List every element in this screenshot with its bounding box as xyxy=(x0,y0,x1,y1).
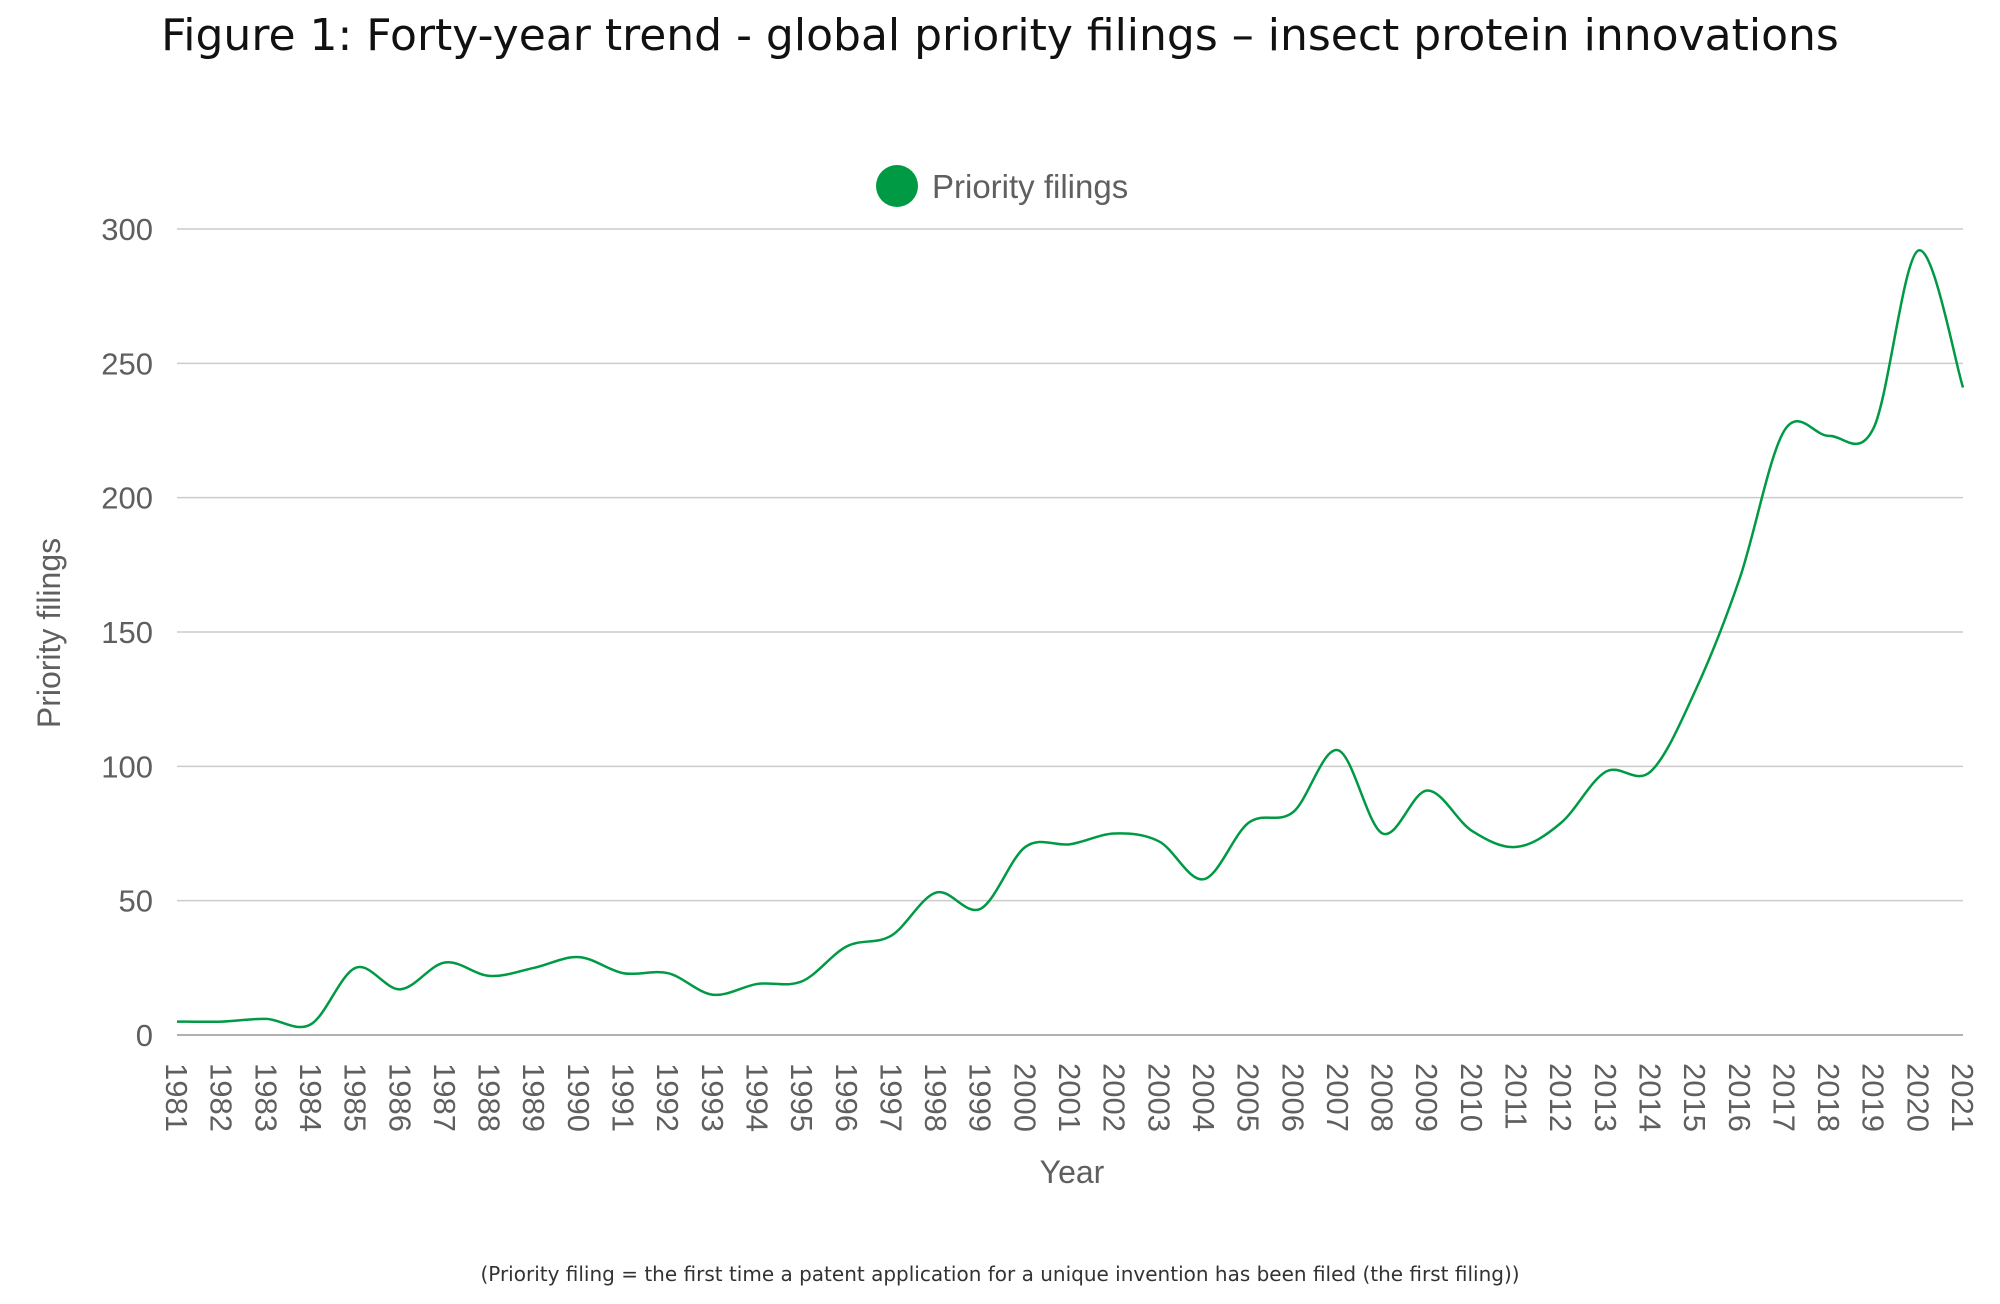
x-tick-label: 1984 xyxy=(293,1063,328,1132)
x-tick-label: 2004 xyxy=(1186,1063,1221,1132)
x-tick-label: 1990 xyxy=(561,1063,596,1132)
x-tick-label: 2020 xyxy=(1900,1063,1935,1132)
footnote: (Priority filing = the first time a pate… xyxy=(480,1262,1520,1286)
x-tick-label: 2000 xyxy=(1007,1063,1042,1132)
y-axis-title: Priority filings xyxy=(31,538,67,728)
x-tick-label: 1991 xyxy=(606,1063,641,1132)
x-tick-label: 1982 xyxy=(204,1063,239,1132)
y-tick-label: 200 xyxy=(101,481,153,516)
legend-marker xyxy=(876,165,918,207)
x-tick-label: 2002 xyxy=(1097,1063,1132,1132)
x-tick-label: 2018 xyxy=(1811,1063,1846,1132)
x-tick-label: 2013 xyxy=(1588,1063,1623,1132)
legend: Priority filings xyxy=(876,165,1128,207)
x-tick-label: 2016 xyxy=(1722,1063,1757,1132)
y-tick-label: 300 xyxy=(101,212,153,247)
x-tick-label: 2011 xyxy=(1499,1063,1534,1130)
x-tick-label: 1986 xyxy=(382,1063,417,1132)
x-tick-label: 2006 xyxy=(1275,1063,1310,1132)
x-tick-label: 2012 xyxy=(1543,1063,1578,1132)
x-tick-label: 2005 xyxy=(1231,1063,1266,1132)
y-tick-label: 250 xyxy=(101,346,153,381)
x-tick-label: 1988 xyxy=(472,1063,507,1132)
x-tick-label: 2008 xyxy=(1365,1063,1400,1132)
x-tick-label: 1999 xyxy=(963,1063,998,1132)
x-tick-label: 2003 xyxy=(1141,1063,1176,1132)
y-tick-label: 150 xyxy=(101,615,153,650)
x-tick-label: 2019 xyxy=(1856,1063,1891,1132)
x-tick-label: 2001 xyxy=(1052,1063,1087,1132)
y-tick-label: 50 xyxy=(119,884,153,919)
x-tick-label: 1995 xyxy=(784,1063,819,1132)
x-tick-label: 2017 xyxy=(1766,1063,1801,1132)
y-tick-label: 0 xyxy=(136,1018,153,1053)
x-axis-ticks: 1981 1982 1983 1984 1985 1986 1987 1988 1989 1990… xyxy=(159,1063,1980,1132)
x-tick-label: 1992 xyxy=(650,1063,685,1132)
x-tick-label: 2009 xyxy=(1409,1063,1444,1132)
x-tick-label: 1998 xyxy=(918,1063,953,1132)
x-tick-label: 2015 xyxy=(1677,1063,1712,1132)
x-tick-label: 2014 xyxy=(1632,1063,1667,1132)
chart-title: Figure 1: Forty-year trend - global prio… xyxy=(161,10,1839,61)
legend-label: Priority filings xyxy=(932,168,1128,205)
series-line-priority-filings xyxy=(176,249,1965,1029)
x-tick-label: 1989 xyxy=(516,1063,551,1132)
x-tick-label: 2007 xyxy=(1320,1063,1355,1132)
y-tick-label: 100 xyxy=(101,749,153,784)
x-tick-label: 1981 xyxy=(159,1063,194,1132)
x-tick-label: 1983 xyxy=(248,1063,283,1132)
x-tick-label: 1987 xyxy=(427,1063,462,1132)
x-tick-label: 2021 xyxy=(1945,1063,1980,1132)
y-axis-ticks: 0 50 100 150 200 250 300 xyxy=(101,212,153,1053)
x-tick-label: 1985 xyxy=(338,1063,373,1132)
x-tick-label: 1993 xyxy=(695,1063,730,1132)
x-tick-label: 1996 xyxy=(829,1063,864,1132)
gridlines xyxy=(177,228,1963,1036)
x-tick-label: 1997 xyxy=(873,1063,908,1132)
series-layer xyxy=(176,249,1965,1029)
x-tick-label: 1994 xyxy=(739,1063,774,1132)
x-tick-label: 2010 xyxy=(1454,1063,1489,1132)
x-axis-title: Year xyxy=(1040,1154,1105,1190)
